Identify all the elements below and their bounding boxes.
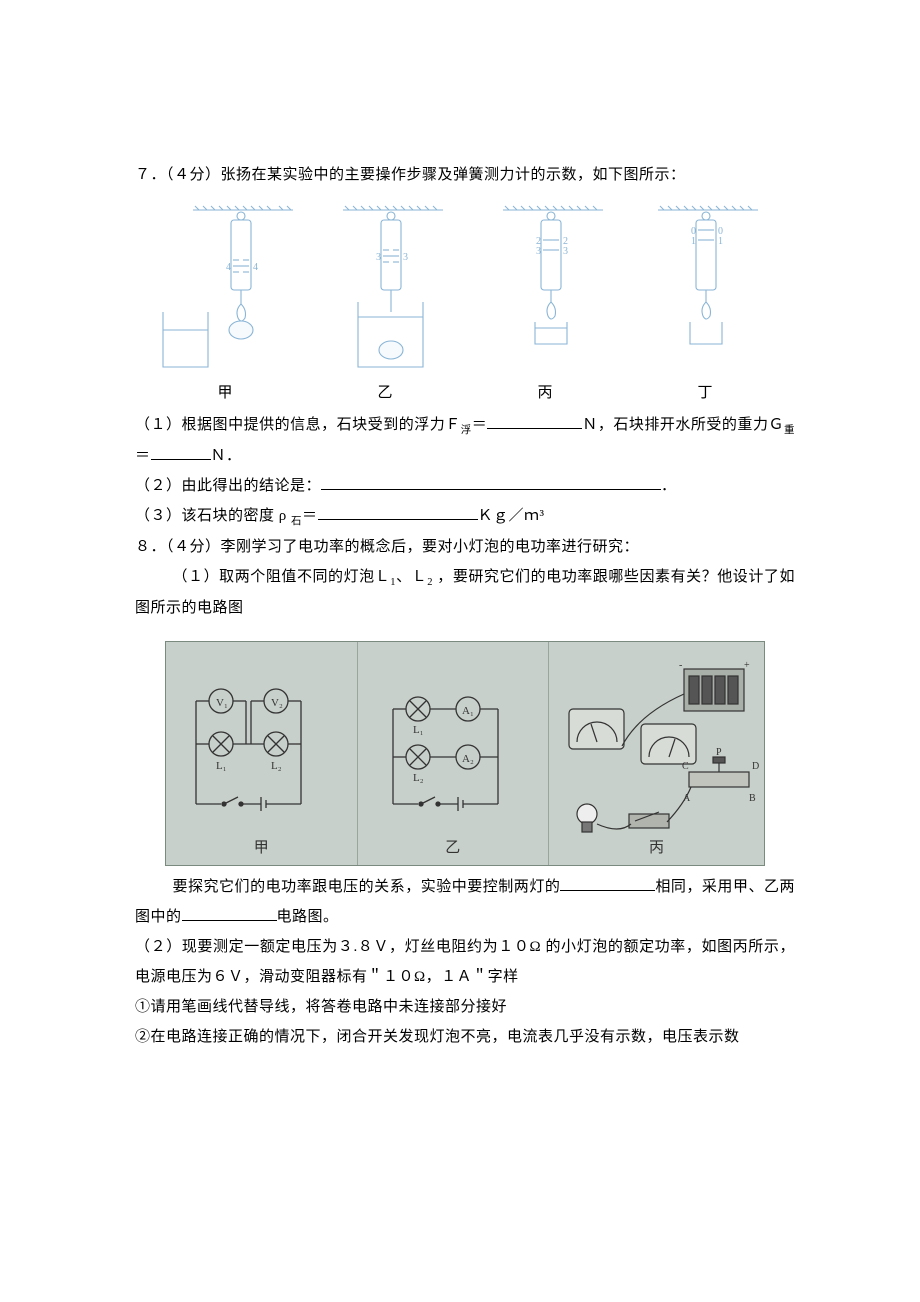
q7-fig-label-3: 丁: [697, 381, 712, 402]
q8-part2: 要探究它们的电功率跟电压的关系，实验中要控制两灯的相同，采用甲、乙两图中的电路图…: [135, 872, 795, 932]
svg-text:B: B: [749, 793, 756, 804]
q7-part2: （２）由此得出的结论是： ．: [135, 471, 795, 501]
q7-p2a: （２）由此得出的结论是：: [135, 478, 321, 494]
spring-scale-ding: 0 0 1 1: [643, 202, 768, 377]
q8-p1b: 、Ｌ: [396, 569, 427, 585]
q7-intro: ７．（４分）张扬在某实验中的主要操作步骤及弹簧测力计的示数，如下图所示：: [135, 160, 795, 190]
q7-part1: （１）根据图中提供的信息，石块受到的浮力Ｆ浮＝Ｎ，石块排开水所受的重力Ｇ重＝Ｎ．: [135, 410, 795, 471]
svg-text:V₁: V₁: [216, 697, 228, 709]
svg-text:3: 3: [403, 252, 408, 263]
circuit-yi-svg: L₁ A₁ L₂ A₂: [368, 669, 538, 839]
spring-scale-bing: 2 2 3 3: [473, 202, 618, 377]
q7-p1c: Ｎ，石块排开水所受的重力Ｇ: [582, 417, 784, 433]
circuit-yi: L₁ A₁ L₂ A₂: [358, 642, 550, 865]
q8-intro-text: 李刚学习了电功率的概念后，要对小灯泡的电功率进行研究：: [221, 539, 640, 555]
q8-points: （４分）: [166, 539, 221, 555]
q7-fig-ding: 0 0 1 1 丁: [625, 202, 785, 402]
svg-text:C: C: [682, 761, 689, 772]
q8-p1a: （１）取两个阻值不同的灯泡Ｌ: [173, 569, 391, 585]
svg-text:L₁: L₁: [413, 724, 424, 736]
q7-fig-bing: 2 2 3 3 丙: [465, 202, 625, 402]
q7-sub-fu: 浮: [461, 425, 472, 436]
q8-part4: ①请用笔画线代替导线，将答卷电路中未连接部分接好: [135, 992, 795, 1022]
q8-p2a: 要探究它们的电功率跟电压的关系，实验中要控制两灯的: [173, 879, 561, 895]
q8-number: ８．: [135, 539, 166, 555]
svg-text:A₂: A₂: [462, 753, 474, 765]
q8-part5: ②在电路连接正确的情况下，闭合开关发现灯泡不亮，电流表几乎没有示数，电压表示数: [135, 1022, 795, 1052]
q7-p1e: Ｎ．: [211, 448, 242, 464]
q7-p3a: （３）该石块的密度 ρ: [135, 508, 291, 524]
q7-number: ７．: [135, 167, 166, 183]
svg-text:+: +: [744, 660, 750, 671]
blank-conclusion[interactable]: [321, 474, 661, 490]
svg-text:P: P: [716, 747, 722, 758]
circuit-jia: V₁ V₂ L₁ L₂: [166, 642, 358, 865]
q8-part3: （２）现要测定一额定电压为３.８Ｖ，灯丝电阻约为１０Ω 的小灯泡的额定功率，如图…: [135, 932, 795, 992]
svg-text:4: 4: [226, 262, 231, 273]
spring-scale-jia: 4 4: [153, 202, 298, 377]
q8-part1: （１）取两个阻值不同的灯泡Ｌ1、Ｌ2 ，要研究它们的电功率跟哪些因素有关？他设计…: [135, 562, 795, 623]
svg-text:-: -: [679, 660, 682, 671]
svg-text:3: 3: [536, 246, 541, 257]
svg-text:4: 4: [253, 262, 258, 273]
blank-control-var[interactable]: [560, 875, 655, 891]
q7-p3b: ＝: [302, 508, 318, 524]
blank-f-buoyancy[interactable]: [487, 413, 582, 429]
q7-sub-zhong: 重: [784, 425, 795, 436]
circuit-jia-svg: V₁ V₂ L₁ L₂: [176, 669, 346, 839]
q7-fig-label-1: 乙: [377, 381, 392, 402]
svg-text:1: 1: [691, 236, 696, 247]
q7-p2b: ．: [661, 478, 677, 494]
q7-part3: （３）该石块的密度 ρ 石＝ Ｋｇ／ｍ³: [135, 501, 795, 532]
q7-sub-shi: 石: [291, 516, 302, 527]
q7-fig-label-2: 丙: [537, 381, 552, 402]
q7-p3c: Ｋｇ／ｍ³: [478, 508, 545, 524]
q7-points: （４分）: [166, 167, 221, 183]
svg-text:V₂: V₂: [271, 697, 283, 709]
q8-figure: V₁ V₂ L₁ L₂: [165, 641, 795, 866]
svg-text:L₁: L₁: [216, 760, 227, 772]
q8-p2c: 电路图。: [277, 909, 339, 925]
svg-text:D: D: [752, 761, 759, 772]
svg-text:L₂: L₂: [271, 760, 282, 772]
q7-fig-label-0: 甲: [217, 381, 232, 402]
q8-fig-label-2: 丙: [649, 836, 664, 857]
svg-text:A₁: A₁: [462, 705, 474, 717]
circuit-bing-svg: - + C P D: [549, 654, 764, 854]
q8-intro: ８．（４分）李刚学习了电功率的概念后，要对小灯泡的电功率进行研究：: [135, 532, 795, 562]
svg-text:3: 3: [563, 246, 568, 257]
q7-intro-text: 张扬在某实验中的主要操作步骤及弹簧测力计的示数，如下图所示：: [221, 167, 686, 183]
circuit-panel: V₁ V₂ L₁ L₂: [165, 641, 765, 866]
circuit-bing: - + C P D: [549, 642, 764, 865]
q8-fig-label-1: 乙: [445, 836, 460, 857]
svg-text:3: 3: [376, 252, 381, 263]
q7-figure-row: 4 4 甲: [135, 202, 795, 402]
q7-p1a: （１）根据图中提供的信息，石块受到的浮力Ｆ: [135, 417, 461, 433]
svg-text:1: 1: [718, 236, 723, 247]
q7-fig-yi: 3 3 乙: [305, 202, 465, 402]
blank-circuit-choice[interactable]: [182, 905, 277, 921]
svg-text:L₂: L₂: [413, 772, 424, 784]
blank-g-weight[interactable]: [151, 444, 211, 460]
q7-fig-jia: 4 4 甲: [145, 202, 305, 402]
q8-fig-label-0: 甲: [254, 836, 269, 857]
spring-scale-yi: 3 3: [313, 202, 458, 377]
q7-p1d: ＝: [135, 448, 151, 464]
q7-p1b: ＝: [472, 417, 488, 433]
blank-density[interactable]: [318, 504, 478, 520]
